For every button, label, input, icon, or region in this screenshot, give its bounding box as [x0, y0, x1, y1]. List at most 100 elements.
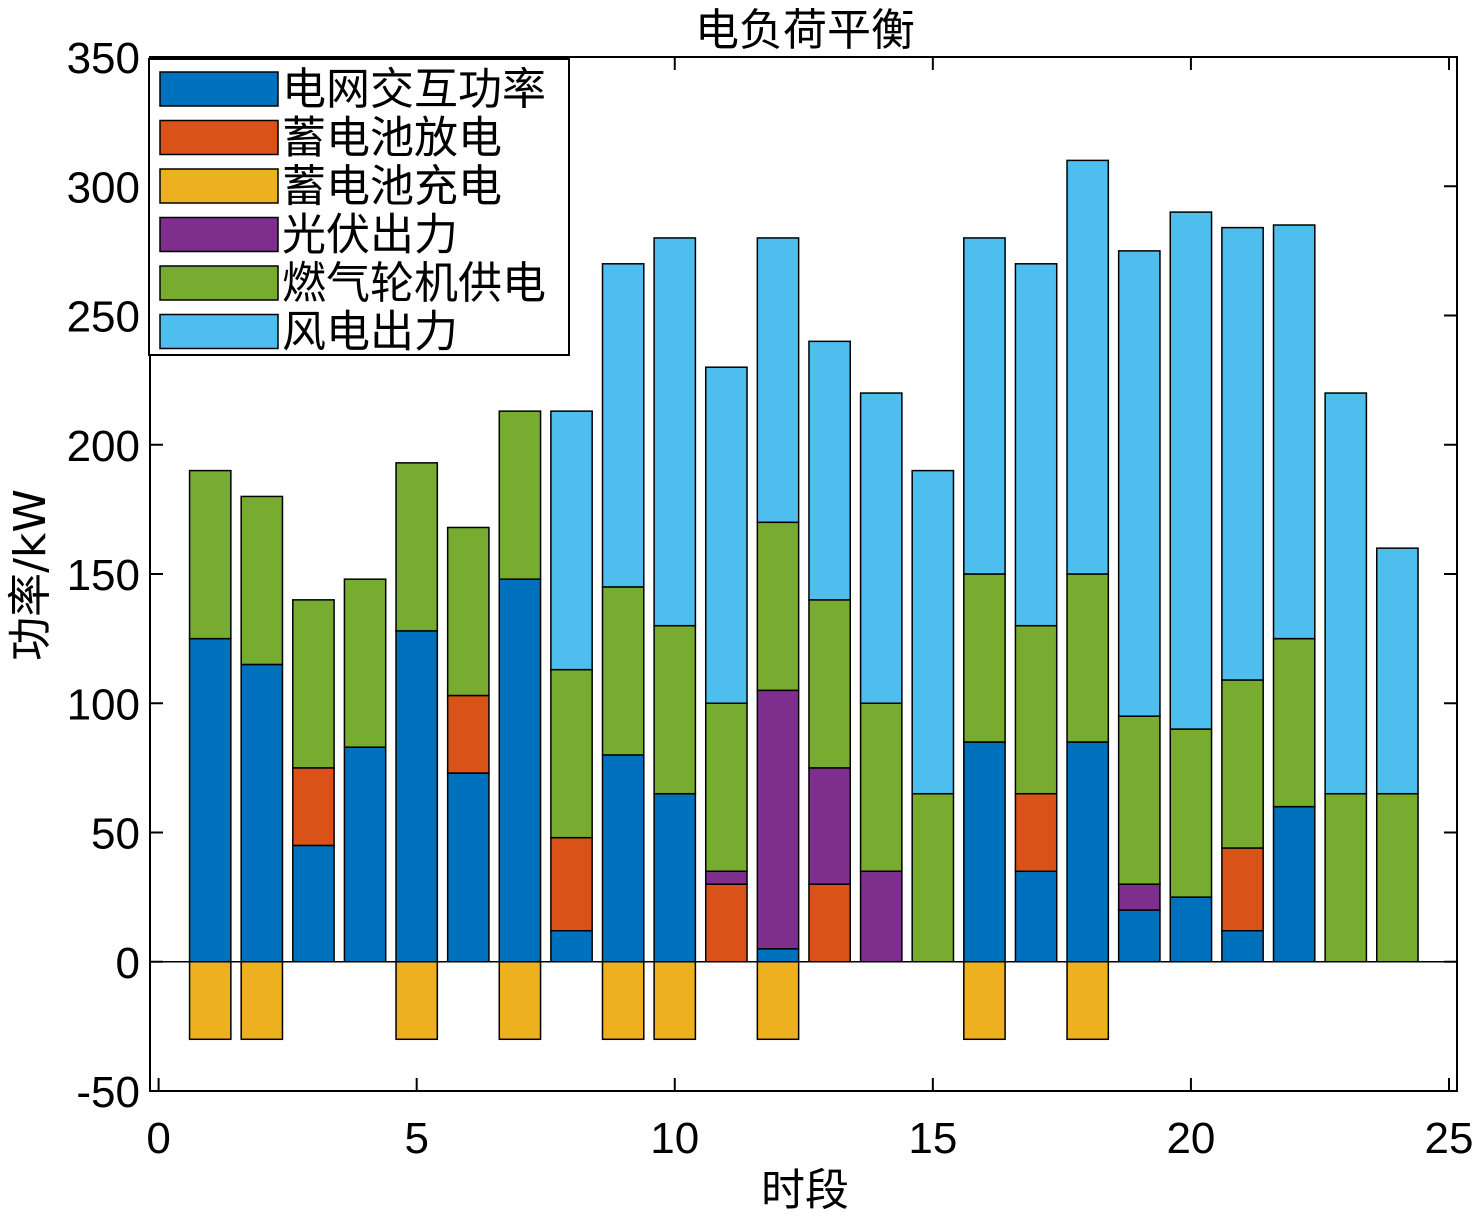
x-tick-label: 0	[146, 1114, 170, 1163]
bar-period-13-series-2	[808, 883, 852, 963]
x-tick-label: 10	[650, 1114, 699, 1163]
bar-period-14-series-6	[859, 392, 903, 704]
bars	[188, 159, 1419, 1041]
bar-period-13-series-5	[808, 599, 852, 769]
bar-period-16-series-1	[963, 741, 1006, 963]
bar-period-8-series-6	[550, 410, 593, 671]
bar-period-10-series-1	[653, 792, 697, 963]
bar-period-24-series-6	[1375, 547, 1419, 795]
bar-period-2-series-5	[240, 495, 284, 666]
bar-period-12-series-6	[756, 237, 800, 524]
bar-period-8-series-2	[550, 836, 593, 932]
bar-period-8-series-1	[550, 929, 593, 963]
y-tick-label: 0	[116, 939, 140, 988]
y-tick-label: -50	[76, 1068, 140, 1117]
bar-period-13-series-4	[808, 767, 852, 885]
bar-period-21-series-5	[1221, 679, 1264, 849]
x-tick-label: 20	[1166, 1114, 1215, 1163]
legend-label-5: 燃气轮机供电	[282, 258, 546, 309]
bar-period-20-series-5	[1169, 728, 1213, 898]
y-tick-label: 350	[67, 34, 140, 83]
bar-period-17-series-6	[1014, 263, 1058, 627]
legend-box	[148, 58, 570, 356]
bar-period-10-series-5	[653, 624, 697, 795]
bar-period-17-series-1	[1014, 870, 1058, 963]
bar-period-18-series-3	[1066, 961, 1110, 1041]
bar-period-18-series-5	[1066, 573, 1110, 743]
bar-period-6-series-1	[446, 772, 490, 963]
bar-period-10-series-6	[653, 237, 697, 627]
bar-period-8-series-5	[550, 668, 593, 839]
x-tick-label: 25	[1425, 1114, 1474, 1163]
bar-period-16-series-5	[963, 573, 1006, 743]
bar-period-16-series-6	[963, 237, 1006, 575]
bar-period-2-series-1	[240, 663, 284, 963]
bar-period-19-series-4	[1117, 883, 1161, 911]
y-tick-label: 150	[67, 551, 140, 600]
legend-label-4: 光伏出力	[282, 210, 458, 261]
y-tick-label: 250	[67, 293, 140, 342]
y-tick-label: 200	[67, 422, 140, 471]
legend-swatch-5	[159, 265, 279, 301]
bar-period-7-series-1	[498, 578, 542, 963]
bar-period-9-series-5	[601, 586, 645, 756]
bar-period-12-series-3	[756, 961, 800, 1041]
bar-period-19-series-6	[1117, 250, 1161, 717]
bar-period-2-series-3	[240, 961, 284, 1041]
bar-period-21-series-2	[1221, 847, 1264, 932]
bar-period-15-series-6	[911, 469, 955, 795]
bar-period-1-series-3	[188, 961, 232, 1041]
y-tick-label: 50	[91, 810, 140, 859]
bar-period-14-series-4	[859, 870, 903, 963]
bar-period-11-series-5	[704, 702, 748, 873]
bar-period-17-series-5	[1014, 624, 1058, 795]
bar-period-4-series-1	[343, 746, 387, 963]
bar-period-23-series-5	[1324, 792, 1368, 963]
bar-period-19-series-1	[1117, 909, 1161, 963]
bar-period-16-series-3	[963, 961, 1006, 1041]
bar-period-18-series-1	[1066, 741, 1110, 963]
x-axis-title: 时段	[761, 1165, 849, 1216]
y-tick-labels: -50 0 50 100 150 200 250 300 350	[67, 34, 140, 1117]
legend-label-3: 蓄电池充电	[282, 161, 502, 212]
bar-period-11-series-4	[704, 870, 748, 885]
legend-label-2: 蓄电池放电	[282, 113, 502, 164]
bar-period-7-series-3	[498, 961, 542, 1041]
bar-period-17-series-2	[1014, 792, 1058, 873]
legend-swatch-2	[159, 119, 279, 156]
bar-period-11-series-6	[704, 366, 748, 704]
bar-period-4-series-5	[343, 578, 387, 748]
bar-period-1-series-1	[188, 637, 232, 963]
bar-period-9-series-1	[601, 754, 645, 963]
bar-period-3-series-5	[292, 599, 335, 769]
bar-period-18-series-6	[1066, 159, 1110, 575]
bar-period-14-series-5	[859, 702, 903, 873]
bar-period-22-series-5	[1272, 637, 1316, 808]
x-tick-label: 5	[404, 1114, 428, 1163]
bar-period-22-series-1	[1272, 805, 1316, 963]
bar-period-19-series-5	[1117, 715, 1161, 885]
y-tick-label: 100	[67, 680, 140, 729]
bar-period-20-series-6	[1169, 211, 1213, 730]
bar-period-23-series-6	[1324, 392, 1368, 795]
y-tick-label: 300	[67, 163, 140, 212]
bar-period-5-series-5	[395, 462, 439, 632]
legend-swatch-6	[159, 313, 279, 350]
bar-period-1-series-5	[188, 469, 232, 640]
bar-period-12-series-1	[756, 948, 800, 963]
bar-period-21-series-1	[1221, 929, 1264, 963]
legend-label-6: 风电出力	[282, 307, 458, 358]
bar-period-6-series-2	[446, 694, 490, 774]
bar-period-10-series-3	[653, 961, 697, 1041]
bar-period-7-series-5	[498, 410, 542, 580]
bar-period-12-series-4	[756, 689, 800, 950]
legend-swatch-4	[159, 216, 279, 253]
bar-period-3-series-1	[292, 844, 335, 963]
bar-period-21-series-6	[1221, 226, 1264, 681]
legend-label-1: 电网交互功率	[282, 64, 546, 115]
x-tick-labels: 0 5 10 15 20 25	[146, 1114, 1473, 1163]
chart-title: 电负荷平衡	[695, 5, 915, 56]
bar-period-5-series-3	[395, 961, 439, 1041]
